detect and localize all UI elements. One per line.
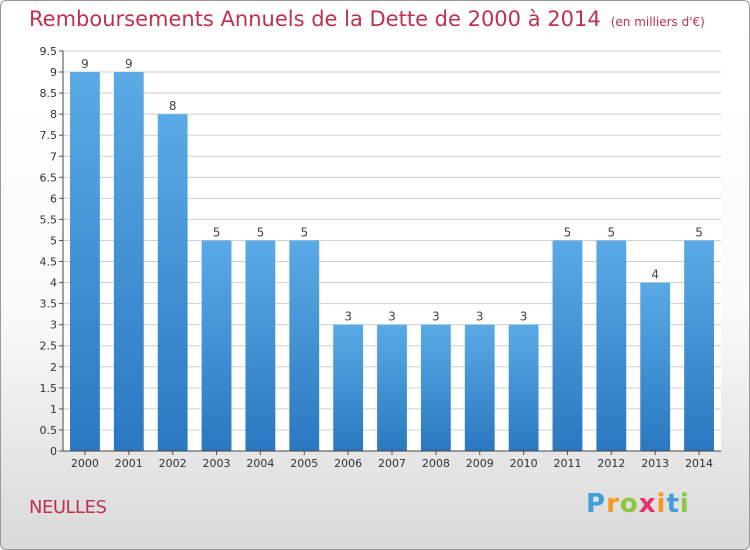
x-tick-label: 2004: [246, 457, 274, 470]
y-tick-label: 6: [50, 192, 57, 205]
proxiti-logo: Proxiti: [586, 489, 690, 519]
y-tick-label: 5: [50, 234, 57, 247]
data-label: 5: [608, 225, 616, 239]
data-label: 5: [695, 225, 703, 239]
y-tick-label: 7: [50, 150, 57, 163]
data-label: 3: [520, 310, 528, 324]
data-label: 9: [125, 57, 133, 71]
x-tick-label: 2003: [203, 457, 231, 470]
bar: [596, 240, 627, 451]
data-label: 3: [344, 310, 352, 324]
x-tick-label: 2006: [334, 457, 362, 470]
data-label: 3: [432, 310, 440, 324]
y-tick-label: 0.5: [40, 424, 58, 437]
x-tick-label: 2000: [71, 457, 99, 470]
x-tick-label: 2009: [466, 457, 494, 470]
bar: [684, 240, 714, 451]
y-tick-label: 4: [50, 277, 57, 290]
chart-title-block: Remboursements Annuels de la Dette de 20…: [29, 7, 705, 31]
bar: [640, 282, 671, 451]
place-name: NEULLES: [29, 497, 107, 518]
y-tick-label: 7.5: [40, 129, 58, 142]
data-label: 5: [213, 225, 221, 239]
chart-title: Remboursements Annuels de la Dette de 20…: [29, 7, 601, 31]
bar: [420, 324, 451, 451]
y-tick-label: 8.5: [40, 87, 58, 100]
bar: [201, 240, 232, 451]
bar: [464, 324, 495, 451]
y-tick-label: 2.5: [40, 340, 58, 353]
bar: [552, 240, 583, 451]
bar: [245, 240, 276, 451]
x-tick-label: 2011: [553, 457, 581, 470]
bar: [508, 324, 539, 451]
y-tick-label: 1.5: [40, 382, 58, 395]
x-tick-label: 2001: [115, 457, 143, 470]
data-label: 5: [300, 225, 308, 239]
x-tick-label: 2012: [597, 457, 625, 470]
data-label: 4: [651, 268, 659, 282]
y-tick-label: 8: [50, 108, 57, 121]
logo-letter: i: [656, 489, 667, 519]
data-label: 5: [564, 225, 572, 239]
y-tick-label: 6.5: [40, 171, 58, 184]
x-tick-label: 2008: [422, 457, 450, 470]
y-tick-label: 9.5: [40, 45, 58, 58]
x-tick-label: 2007: [378, 457, 406, 470]
data-label: 3: [476, 310, 484, 324]
y-tick-label: 5.5: [40, 213, 58, 226]
logo-letter: t: [666, 489, 680, 519]
y-tick-label: 4.5: [40, 256, 58, 269]
data-label: 9: [81, 57, 89, 71]
y-tick-label: 9: [50, 66, 57, 79]
logo-letter: x: [638, 489, 657, 519]
y-tick-label: 2: [50, 361, 57, 374]
bar: [377, 324, 407, 451]
y-tick-label: 3: [50, 319, 57, 332]
chart-subtitle: (en milliers d'€): [610, 15, 705, 29]
x-tick-label: 2002: [159, 457, 187, 470]
logo-letter: i: [679, 489, 690, 519]
x-tick-label: 2013: [641, 457, 669, 470]
y-tick-label: 1: [50, 403, 57, 416]
x-tick-label: 2005: [290, 457, 318, 470]
data-label: 3: [388, 310, 396, 324]
logo-letter: r: [606, 489, 620, 519]
x-tick-label: 2014: [685, 457, 713, 470]
bar: [157, 114, 188, 451]
y-tick-label: 0: [50, 445, 57, 458]
bar: [333, 324, 364, 451]
data-label: 8: [169, 99, 177, 113]
bar: [70, 72, 100, 451]
data-label: 5: [257, 225, 265, 239]
y-tick-label: 3.5: [40, 298, 58, 311]
logo-letter: P: [586, 489, 607, 519]
bar: [113, 72, 144, 451]
x-tick-label: 2010: [510, 457, 538, 470]
bar: [289, 240, 320, 451]
logo-letter: o: [619, 489, 639, 519]
